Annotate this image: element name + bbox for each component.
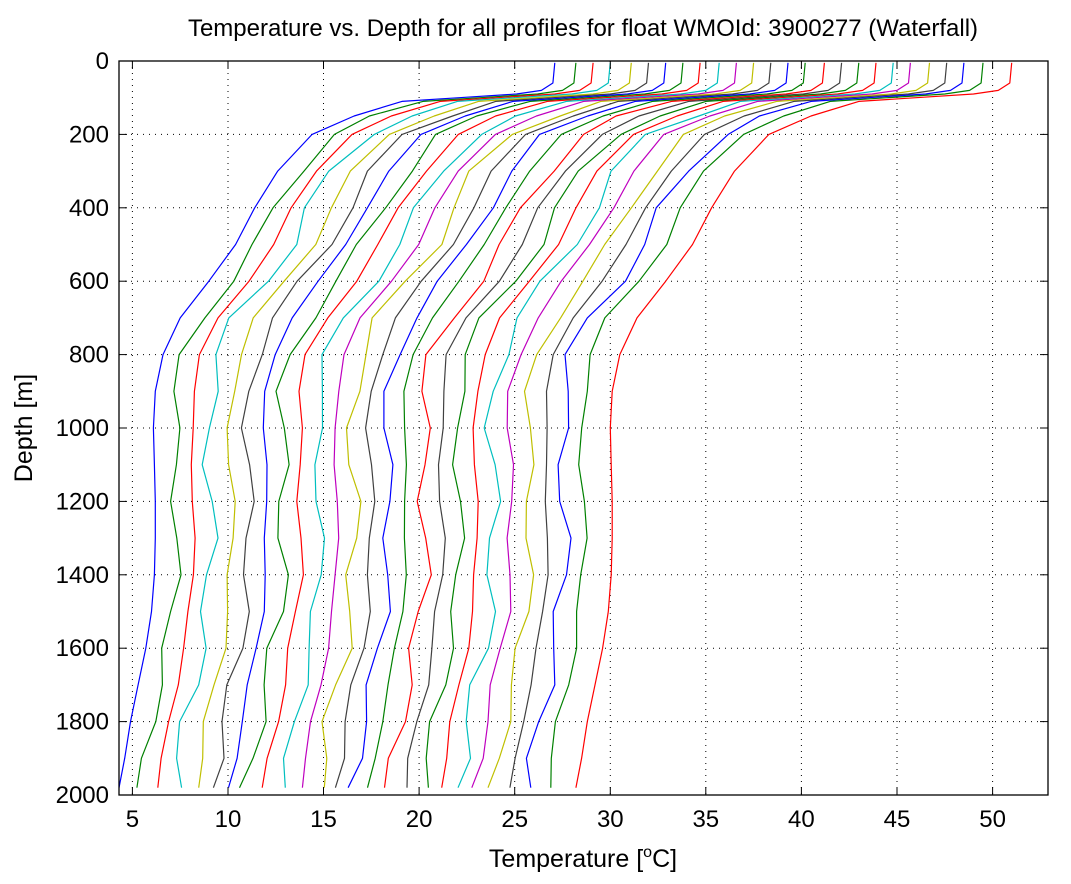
y-tick-label: 1200 — [56, 488, 109, 515]
y-tick-label: 600 — [69, 268, 109, 295]
series-line — [238, 62, 684, 788]
series-line — [119, 62, 556, 788]
series-line — [212, 62, 650, 788]
series-line — [261, 62, 701, 788]
y-tick-label: 200 — [69, 121, 109, 148]
x-tick-label: 20 — [406, 806, 433, 833]
series-line — [383, 62, 825, 788]
series-line — [198, 62, 632, 788]
y-tick-label: 1400 — [56, 562, 109, 589]
series-line — [227, 62, 667, 788]
series-line — [487, 62, 931, 788]
series-line — [366, 62, 806, 788]
series-line — [334, 62, 772, 788]
series-line — [282, 62, 720, 788]
x-tick-label: 40 — [788, 806, 815, 833]
y-axis-label: Depth [m] — [10, 374, 38, 482]
series-line — [509, 62, 948, 788]
x-tick-label: 10 — [215, 806, 242, 833]
y-tick-label: 1800 — [56, 709, 109, 736]
plot-background — [119, 61, 1048, 795]
y-tick-label: 800 — [69, 342, 109, 369]
series-line — [425, 62, 860, 788]
y-tick-label: 0 — [96, 48, 109, 75]
x-axis-label-tail: C] — [652, 845, 677, 873]
y-tick-label: 2000 — [56, 782, 109, 809]
x-tick-label: 5 — [126, 806, 139, 833]
x-tick-label: 50 — [979, 806, 1006, 833]
series-line — [457, 62, 894, 788]
series-line — [550, 62, 984, 788]
x-axis-label-superscript: o — [643, 844, 652, 861]
grid-lines — [119, 60, 1048, 796]
x-axis-label-main: Temperature [ — [489, 845, 643, 873]
x-tick-label: 45 — [884, 806, 911, 833]
series-lines — [119, 62, 1013, 788]
y-tick-label: 400 — [69, 195, 109, 222]
series-line — [347, 62, 789, 788]
series-line — [441, 62, 877, 788]
series-line — [301, 62, 737, 788]
series-line — [136, 62, 577, 788]
x-tick-label: 35 — [692, 806, 719, 833]
x-tick-label: 15 — [310, 806, 337, 833]
y-tick-label: 1600 — [56, 635, 109, 662]
x-tick-label: 25 — [501, 806, 528, 833]
y-tick-label: 1000 — [56, 415, 109, 442]
series-line — [525, 62, 965, 788]
series-line — [157, 62, 594, 788]
axis-ticks: 5 10 15 20 25 30 35 40 45 50 0 200 400 600 800 1000 1200… — [56, 48, 1048, 833]
chart-title: Temperature vs. Depth for all profiles f… — [188, 15, 978, 42]
x-axis-label: Temperature [oC] — [489, 844, 677, 873]
series-line — [471, 62, 911, 788]
series-line — [575, 62, 1013, 788]
x-tick-label: 30 — [597, 806, 624, 833]
series-line — [406, 62, 843, 788]
series-line — [321, 62, 755, 788]
series-line — [176, 62, 611, 788]
